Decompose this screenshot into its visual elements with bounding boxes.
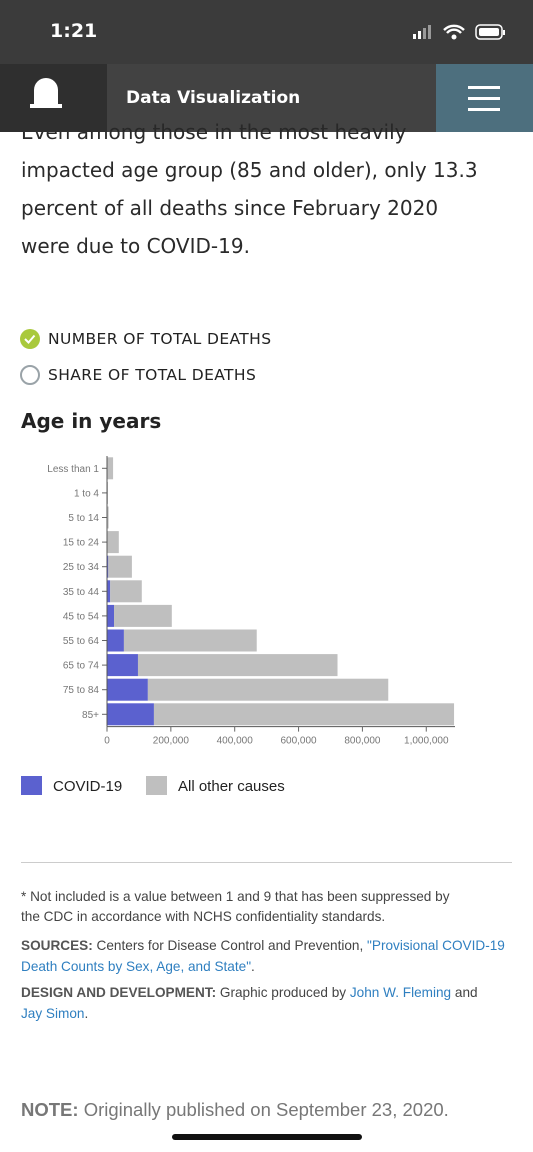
credits: DESIGN AND DEVELOPMENT: Graphic produced… xyxy=(21,982,491,1024)
chart-title: Age in years xyxy=(21,409,162,433)
option[interactable]: SHARE OF TOTAL DEATHS xyxy=(48,366,257,384)
bar xyxy=(107,678,148,701)
legend-swatch xyxy=(21,776,42,795)
credits-link[interactable]: John W. Fleming xyxy=(349,985,452,1000)
credits-link[interactable]: Jay Simon xyxy=(21,1006,85,1021)
note-text: Originally published on September 23, 20… xyxy=(78,1099,449,1120)
y-tick-label: 65 to 74 xyxy=(63,661,100,672)
y-tick-label: 15 to 24 xyxy=(63,538,100,549)
y-tick-label: 1 to 4 xyxy=(74,488,99,499)
x-tick-label: 600,000 xyxy=(280,736,317,747)
divider xyxy=(21,862,512,863)
credits-text: Graphic produced by xyxy=(216,985,350,1000)
radio-checked[interactable] xyxy=(20,329,40,349)
bar xyxy=(108,555,132,578)
x-tick-label: 200,000 xyxy=(153,736,190,747)
bar xyxy=(107,654,138,677)
bar xyxy=(107,703,154,726)
legend-swatch xyxy=(146,776,167,795)
bar xyxy=(147,678,389,701)
bar xyxy=(107,531,119,554)
bar xyxy=(137,654,338,677)
x-tick-label: 1,000,000 xyxy=(404,736,449,747)
intro-line: impacted age group (85 and older), only … xyxy=(21,158,478,182)
y-tick-label: 45 to 54 xyxy=(63,611,100,622)
nav-title-bg xyxy=(107,64,436,132)
bar xyxy=(123,629,257,652)
bar xyxy=(110,580,142,603)
note-label: NOTE: xyxy=(21,1099,79,1120)
bar xyxy=(114,604,172,627)
nav-title: Data Visualization xyxy=(126,88,301,108)
logo[interactable] xyxy=(0,64,107,132)
option[interactable]: NUMBER OF TOTAL DEATHS xyxy=(48,330,272,348)
y-tick-label: 55 to 64 xyxy=(63,636,100,647)
sources-label: SOURCES: xyxy=(21,938,93,953)
credits-label: DESIGN AND DEVELOPMENT: xyxy=(21,985,217,1000)
y-tick-label: 85+ xyxy=(82,710,99,721)
footnote: * Not included is a value between 1 and … xyxy=(21,889,450,904)
chart: Less than 1 1 to 4 5 to 14 15 to 24 25 to 34… xyxy=(21,456,455,795)
bar xyxy=(107,457,114,480)
credits-end: . xyxy=(84,1006,89,1021)
bar xyxy=(107,604,115,627)
home-indicator xyxy=(172,1134,362,1140)
time: 1:21 xyxy=(50,20,98,42)
y-tick-label: Less than 1 xyxy=(47,464,99,475)
bar xyxy=(107,555,109,578)
legend-label: COVID-19 xyxy=(53,778,122,795)
intro-line: percent of all deaths since February 202… xyxy=(21,196,439,220)
y-tick-label: 75 to 84 xyxy=(63,685,100,696)
bar xyxy=(107,506,109,529)
bar xyxy=(107,629,124,652)
sources-link[interactable]: "Provisional COVID-19 Death Counts by Se… xyxy=(21,938,505,974)
legend-label: All other causes xyxy=(178,778,285,795)
x-tick-label: 400,000 xyxy=(217,736,254,747)
y-tick-label: 5 to 14 xyxy=(68,513,99,524)
credits-mid: and xyxy=(451,985,478,1000)
radio-icons xyxy=(20,329,40,385)
radio-unchecked[interactable] xyxy=(20,365,40,385)
nav-bar: Data Visualization xyxy=(0,64,533,132)
status-icons xyxy=(413,24,505,40)
x-tick-label: 800,000 xyxy=(344,736,381,747)
sources-text: Centers for Disease Control and Preventi… xyxy=(92,938,368,953)
sources-end: . xyxy=(251,959,255,974)
bar xyxy=(107,580,111,603)
intro-line: were due to COVID-19. xyxy=(21,234,250,258)
note: NOTE: Originally published on September … xyxy=(21,1099,449,1121)
y-tick-label: 25 to 34 xyxy=(63,562,100,573)
x-tick-label: 0 xyxy=(104,736,110,747)
status-bar: 1:21 xyxy=(0,0,533,64)
footnote: the CDC in accordance with NCHS confiden… xyxy=(21,909,386,924)
bar xyxy=(153,703,455,726)
sources: SOURCES: Centers for Disease Control and… xyxy=(21,935,516,977)
menu-button[interactable] xyxy=(436,64,533,132)
y-tick-label: 35 to 44 xyxy=(63,587,100,598)
